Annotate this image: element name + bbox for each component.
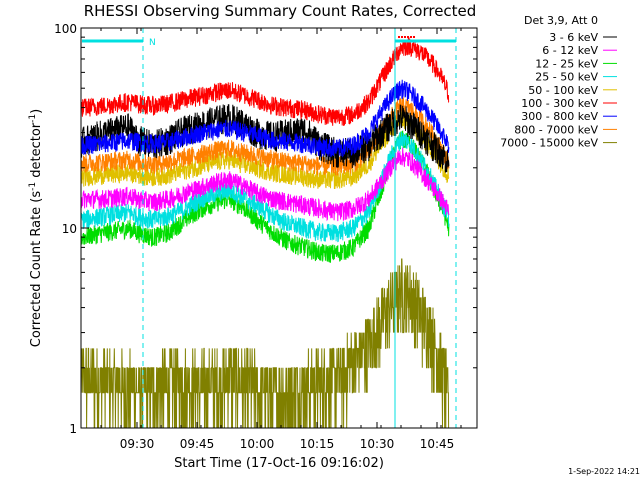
x-tick-label: 10:15 <box>300 437 335 451</box>
legend-label: 300 - 800 keV <box>521 110 598 123</box>
plot-area: N <box>80 27 478 429</box>
legend-item: 7000 - 15000 keV <box>500 137 617 150</box>
series-1 <box>80 104 450 173</box>
series-2 <box>80 147 450 222</box>
series-line <box>80 147 450 222</box>
night-flag-n: N <box>149 38 156 48</box>
legend-label: 6 - 12 keV <box>542 44 598 57</box>
y-axis-label-main: Corrected Count Rate (s <box>29 191 44 348</box>
y-axis-label-close: ) <box>29 109 44 114</box>
series-9 <box>80 258 450 429</box>
series-line <box>80 79 450 158</box>
x-tick-labels: 09:30 09:45 10:00 10:15 10:30 10:45 <box>120 437 455 451</box>
y-tick-label: 10 <box>62 222 77 236</box>
legend-label: 12 - 25 keV <box>535 57 598 70</box>
generated-timestamp: 1-Sep-2022 14:21 <box>568 467 640 476</box>
legend-item: 50 - 100 keV <box>528 84 617 97</box>
legend-item: 12 - 25 keV <box>535 57 617 70</box>
x-tick-label: 10:45 <box>420 437 455 451</box>
legend-label: 3 - 6 keV <box>549 31 598 44</box>
series-line <box>80 36 450 126</box>
legend-label: 800 - 7000 keV <box>514 123 598 136</box>
x-tick-label: 09:45 <box>180 437 215 451</box>
axis-ticks <box>80 28 477 429</box>
y-axis-label-mid: detector <box>29 122 44 182</box>
time-markers: N <box>82 28 457 428</box>
y-axis-label: Corrected Count Rate (s-1 detector-1) <box>28 109 44 347</box>
series-line <box>80 104 450 173</box>
legend-item: 3 - 6 keV <box>549 31 617 44</box>
legend-header: Det 3,9, Att 0 <box>524 14 598 27</box>
series-7 <box>80 79 450 158</box>
legend-label: 50 - 100 keV <box>528 84 598 97</box>
y-tick-label: 1 <box>69 422 77 436</box>
legend-item: 800 - 7000 keV <box>514 123 617 136</box>
legend-label: 7000 - 15000 keV <box>500 137 598 150</box>
legend-label: 25 - 50 keV <box>535 71 598 84</box>
x-tick-label: 10:00 <box>240 437 275 451</box>
series-line <box>80 258 450 429</box>
legend-item: 25 - 50 keV <box>535 71 617 84</box>
y-tick-labels: 1 10 100 <box>54 22 77 436</box>
x-tick-label: 10:30 <box>360 437 395 451</box>
series-6 <box>80 36 450 126</box>
legend-item: 6 - 12 keV <box>542 44 617 57</box>
legend-item: 300 - 800 keV <box>521 110 617 123</box>
legend-label: 100 - 300 keV <box>521 97 598 110</box>
chart-title: RHESSI Observing Summary Count Rates, Co… <box>84 2 477 20</box>
series-layer <box>80 36 450 429</box>
x-axis-label: Start Time (17-Oct-16 09:16:02) <box>174 456 384 471</box>
y-axis-label-exp1: -1 <box>28 182 38 191</box>
y-axis-label-exp2: -1 <box>28 114 38 123</box>
legend-item: 100 - 300 keV <box>521 97 617 110</box>
x-tick-label: 09:30 <box>120 437 155 451</box>
y-tick-label: 100 <box>54 22 77 36</box>
